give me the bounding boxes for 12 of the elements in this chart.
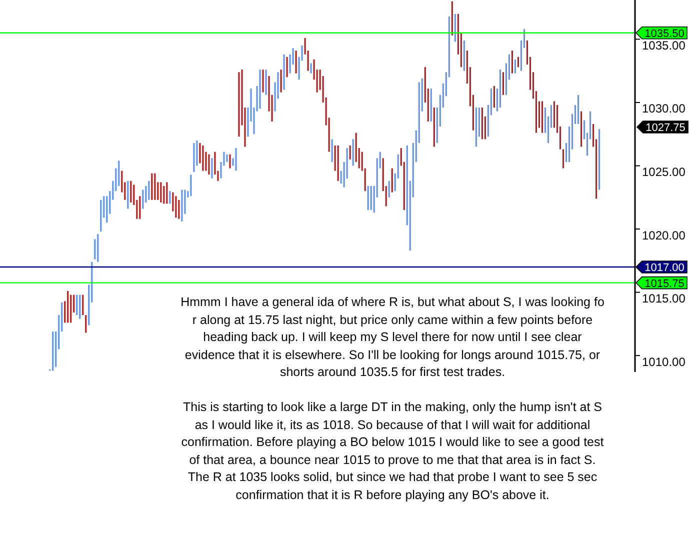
y-tick-label: 1025.00 (642, 165, 686, 180)
y-tick-label: 1010.00 (642, 354, 686, 369)
ref-line-label: 1017.00 (644, 262, 684, 274)
ref-line-label: 1015.75 (644, 278, 684, 290)
ref-line-label: 1035.50 (644, 28, 684, 40)
y-tick-label: 1035.00 (642, 38, 686, 52)
text: This is starting to look like a large DT in the making, only the hump isn't at S as I would like it, its as 1018. So because of that I will wait for additional confirmation. Before playing a BO below 1015 I would like to see a good test of that area, a bounce near 1015 to prove to me that that area is in fact S. The R at 1035 looks solid, but since we had that probe I want to see 5 sec confirmation that it is R before playing any BO's above it. (180, 398, 605, 504)
y-tick-label: 1015.00 (642, 292, 686, 306)
y-tick-label: 1020.00 (642, 228, 686, 242)
annotation: Hmmm I have a general ida of where R is, but what about S, I was looking fo r along at 15.75 last night, but price only came within a few points before heading back up. I will keep my S level there for now until I see clear evidence that it is elsewhere. So I'll be looking for longs around 1015.75, or shorts around 1035.5 for first test trades. (180, 294, 605, 382)
y-tick-label: 1030.00 (642, 102, 686, 116)
text: 1027.75 (646, 122, 686, 134)
